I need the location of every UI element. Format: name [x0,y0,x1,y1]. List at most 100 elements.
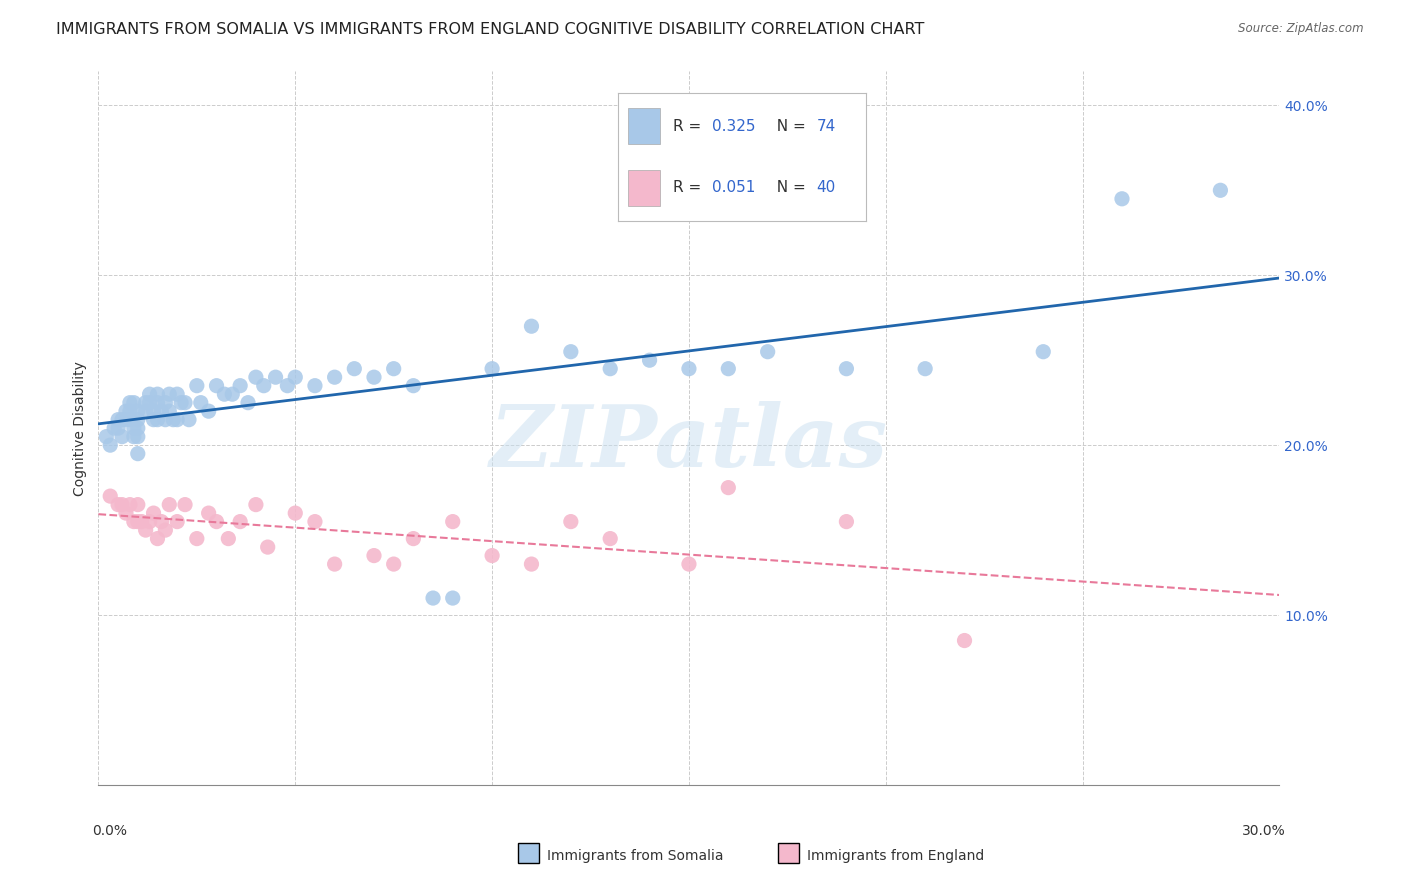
Point [717,361,740,376]
Point [343,361,366,376]
Text: IMMIGRANTS FROM SOMALIA VS IMMIGRANTS FROM ENGLAND COGNITIVE DISABILITY CORRELAT: IMMIGRANTS FROM SOMALIA VS IMMIGRANTS FR… [56,22,925,37]
Point [118,498,141,512]
Point [221,387,243,401]
Point [186,378,208,392]
Point [177,412,200,426]
Point [441,515,464,529]
Point [599,361,621,376]
Point [127,498,149,512]
Point [107,412,129,426]
Point [111,430,134,444]
Point [157,387,180,401]
Point [323,370,346,384]
Point [127,404,149,418]
Point [174,498,197,512]
Point [953,633,976,648]
Text: Immigrants from England: Immigrants from England [807,849,984,863]
Point [441,591,464,605]
Point [122,430,145,444]
Point [146,395,169,409]
Point [150,515,173,529]
Point [402,378,425,392]
Point [155,412,177,426]
Text: 0.0%: 0.0% [93,824,128,838]
Point [520,557,543,571]
Point [166,515,188,529]
Point [122,395,145,409]
Point [98,489,121,503]
Point [127,515,149,529]
Point [166,412,188,426]
Point [174,395,197,409]
Point [186,532,208,546]
Point [127,447,149,461]
Point [146,532,169,546]
Point [284,370,307,384]
Point [118,412,141,426]
Point [135,395,157,409]
Y-axis label: Cognitive Disability: Cognitive Disability [73,360,87,496]
Point [127,412,149,426]
Point [560,344,582,359]
Point [422,591,444,605]
Point [256,540,278,554]
Point [717,481,740,495]
Point [155,395,177,409]
Point [214,387,236,401]
Point [115,412,138,426]
Point [127,430,149,444]
Point [122,515,145,529]
Point [142,412,165,426]
Point [245,370,267,384]
Point [118,395,141,409]
Point [205,378,228,392]
FancyBboxPatch shape [778,844,799,863]
Point [236,395,259,409]
Point [146,387,169,401]
Point [756,344,779,359]
Point [138,395,160,409]
Point [304,378,326,392]
Point [103,421,125,435]
Point [520,319,543,334]
Point [162,412,184,426]
Point [118,404,141,418]
Text: ZIPatlas: ZIPatlas [489,401,889,484]
Point [146,412,169,426]
Point [170,395,193,409]
Point [127,421,149,435]
Point [363,370,385,384]
FancyBboxPatch shape [517,844,538,863]
Point [1111,192,1133,206]
Point [229,515,252,529]
Point [131,515,153,529]
Point [835,361,858,376]
Text: Source: ZipAtlas.com: Source: ZipAtlas.com [1239,22,1364,36]
Point [481,549,503,563]
Point [253,378,276,392]
Point [276,378,298,392]
Point [111,412,134,426]
Point [363,549,385,563]
Point [107,421,129,435]
Point [122,421,145,435]
Point [138,387,160,401]
Point [115,506,138,520]
Point [111,498,134,512]
Point [150,404,173,418]
Point [678,361,700,376]
Point [205,515,228,529]
Point [135,404,157,418]
Point [638,353,661,368]
Point [264,370,287,384]
Point [217,532,239,546]
Point [142,506,165,520]
Point [284,506,307,520]
Point [135,523,157,537]
Point [115,404,138,418]
Point [1209,183,1232,197]
Point [229,378,252,392]
Point [155,523,177,537]
Point [1032,344,1054,359]
Text: 30.0%: 30.0% [1241,824,1285,838]
